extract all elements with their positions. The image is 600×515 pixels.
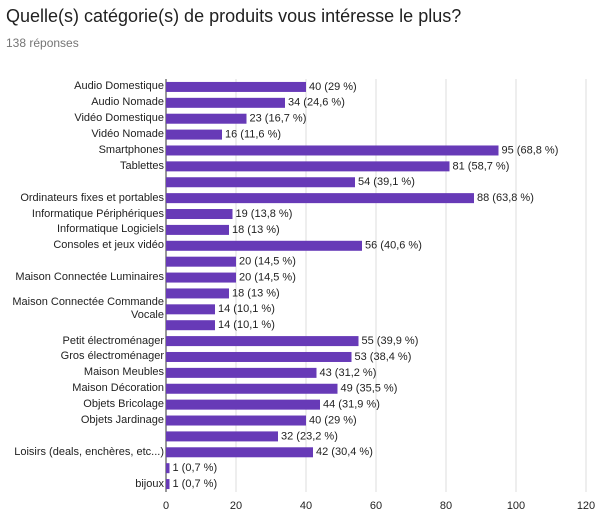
- value-label: 88 (63,8 %): [477, 192, 534, 204]
- bar: [166, 161, 450, 172]
- value-label: 1 (0,7 %): [173, 462, 218, 474]
- bar: [166, 447, 313, 458]
- x-tick-label: 100: [507, 500, 525, 512]
- y-tick-label: Consoles et jeux vidéo: [53, 239, 164, 252]
- bar: [166, 399, 320, 410]
- bar: [166, 129, 222, 140]
- y-tick-label: Informatique Logiciels: [56, 223, 164, 236]
- bar: [166, 145, 499, 156]
- y-tick-label: Petit électroménager: [62, 334, 165, 347]
- bar: [166, 383, 338, 394]
- bar: [166, 367, 317, 378]
- x-tick-label: 0: [163, 500, 169, 512]
- value-label: 14 (10,1 %): [218, 303, 275, 315]
- value-label: 55 (39,9 %): [362, 335, 419, 347]
- y-tick-label: Maison Connectée Luminaires: [15, 271, 164, 284]
- bar: [166, 81, 306, 92]
- y-tick-label: Objets Jardinage: [80, 414, 164, 427]
- value-label: 44 (31,9 %): [323, 399, 380, 411]
- bar: [166, 288, 229, 299]
- bar: [166, 351, 352, 362]
- chart-title: Quelle(s) catégorie(s) de produits vous …: [6, 6, 462, 26]
- value-label: 53 (38,4 %): [355, 351, 412, 363]
- bar: [166, 97, 285, 108]
- value-label: 81 (58,7 %): [453, 160, 510, 172]
- y-tick-label: Objets Bricolage: [83, 398, 164, 411]
- value-label: 32 (23,2 %): [281, 430, 338, 442]
- y-tick-label: Maison Décoration: [72, 382, 164, 395]
- value-label: 42 (30,4 %): [316, 446, 373, 458]
- y-tick-label: Audio Nomade: [91, 96, 164, 109]
- bar: [166, 240, 362, 251]
- value-label: 43 (31,2 %): [320, 367, 377, 379]
- value-label: 56 (40,6 %): [365, 240, 422, 252]
- bar: [166, 463, 170, 474]
- bar: [166, 256, 236, 267]
- y-tick-label: bijoux: [135, 477, 164, 490]
- value-label: 95 (68,8 %): [502, 144, 559, 156]
- bar: [166, 272, 236, 283]
- y-tick-label: Maison Connectée Commande Vocale: [12, 296, 164, 322]
- bar: [166, 304, 215, 315]
- x-tick-label: 60: [370, 500, 382, 512]
- x-tick-label: 80: [440, 500, 452, 512]
- bar: [166, 431, 278, 442]
- y-tick-label: Informatique Périphériques: [31, 207, 164, 220]
- value-label: 20 (14,5 %): [239, 256, 296, 268]
- value-label: 1 (0,7 %): [173, 478, 218, 490]
- bar: [166, 193, 474, 204]
- x-tick-label: 20: [230, 500, 242, 512]
- value-label: 18 (13 %): [232, 224, 280, 236]
- value-label: 34 (24,6 %): [288, 97, 345, 109]
- bar: [166, 415, 306, 426]
- value-label: 49 (35,5 %): [341, 383, 398, 395]
- value-label: 19 (13,8 %): [236, 208, 293, 220]
- bar: [166, 177, 355, 188]
- bar: [166, 224, 229, 235]
- y-tick-label: Audio Domestique: [74, 80, 164, 93]
- value-label: 20 (14,5 %): [239, 271, 296, 283]
- bar: [166, 209, 233, 220]
- x-tick-label: 40: [300, 500, 312, 512]
- x-tick-label: 120: [577, 500, 595, 512]
- y-tick-label: Ordinateurs fixes et portables: [20, 191, 164, 204]
- value-label: 40 (29 %): [309, 81, 357, 93]
- y-tick-label: Vidéo Domestique: [74, 112, 164, 125]
- y-tick-label: Maison Meubles: [83, 366, 164, 379]
- y-tick-label: Gros électroménager: [60, 350, 164, 363]
- bar: [166, 479, 170, 490]
- bar: [166, 320, 215, 331]
- bar: [166, 336, 359, 347]
- y-tick-label: Tablettes: [119, 159, 164, 172]
- y-tick-label: Loisirs (deals, enchères, etc...): [14, 445, 164, 458]
- y-tick-label: Vidéo Nomade: [91, 128, 164, 141]
- subtitle: 138 réponses: [6, 36, 79, 50]
- value-label: 16 (11,6 %): [225, 129, 281, 141]
- value-label: 23 (16,7 %): [250, 113, 307, 125]
- value-label: 40 (29 %): [309, 414, 357, 426]
- y-tick-label: Smartphones: [98, 143, 164, 156]
- bar: [166, 113, 247, 124]
- value-label: 54 (39,1 %): [358, 176, 415, 188]
- value-label: 18 (13 %): [232, 287, 280, 299]
- value-label: 14 (10,1 %): [218, 319, 275, 331]
